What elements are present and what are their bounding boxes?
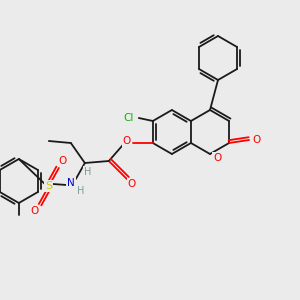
Text: Cl: Cl [124, 113, 134, 123]
Text: H: H [77, 186, 85, 196]
Text: N: N [67, 178, 75, 188]
Text: O: O [128, 179, 136, 189]
Text: O: O [213, 153, 221, 163]
Text: O: O [31, 206, 39, 216]
Text: H: H [84, 167, 92, 177]
Text: O: O [123, 136, 131, 146]
Text: S: S [45, 181, 52, 191]
Text: O: O [59, 156, 67, 166]
Text: O: O [252, 135, 260, 145]
